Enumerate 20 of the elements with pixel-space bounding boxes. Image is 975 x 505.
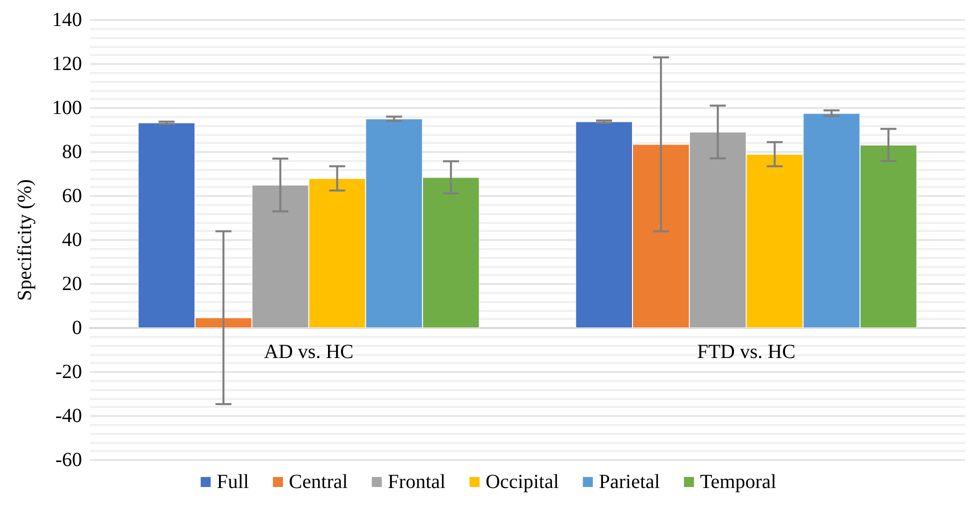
x-tick-label: AD vs. HC (264, 341, 354, 363)
x-tick-label: FTD vs. HC (697, 341, 796, 363)
y-tick-label: 0 (72, 317, 82, 339)
y-tick-label: 100 (52, 97, 82, 119)
y-tick-label: -60 (55, 449, 82, 471)
y-tick-label: 20 (62, 273, 82, 295)
y-tick-label: 40 (62, 229, 82, 251)
y-axis-title: Specificity (%) (14, 179, 36, 301)
y-tick-label: 140 (52, 9, 82, 31)
legend-label: Frontal (388, 471, 446, 493)
y-tick-label: 60 (62, 185, 82, 207)
legend-label: Parietal (598, 471, 660, 493)
legend-label: Occipital (486, 471, 560, 493)
legend-label: Full (216, 471, 250, 493)
y-tick-label: -40 (55, 405, 82, 427)
legend-label: Central (288, 471, 348, 493)
y-tick-label: 80 (62, 141, 82, 163)
y-tick-label: 120 (52, 53, 82, 75)
legend-label: Temporal (700, 471, 777, 493)
y-tick-label: -20 (55, 361, 82, 383)
